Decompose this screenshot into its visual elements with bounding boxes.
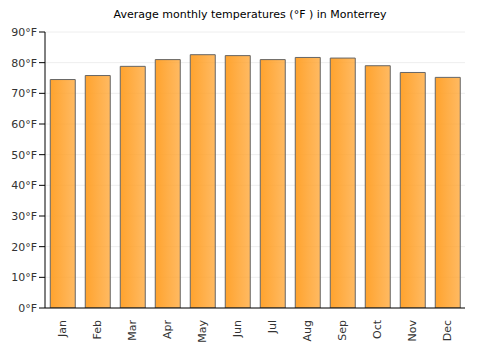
svg-text:Dec: Dec — [441, 320, 454, 341]
svg-text:60°F: 60°F — [11, 118, 37, 131]
svg-text:70°F: 70°F — [11, 87, 37, 100]
svg-text:Jan: Jan — [56, 320, 69, 338]
svg-text:Apr: Apr — [161, 320, 174, 340]
svg-text:Feb: Feb — [91, 320, 104, 339]
svg-text:Mar: Mar — [126, 320, 139, 341]
svg-text:May: May — [196, 320, 209, 343]
svg-text:Jun: Jun — [231, 320, 244, 338]
svg-text:40°F: 40°F — [11, 179, 37, 192]
html-text:Average monthly temperatures (: Average monthly temperatures (°F ) in Mo… — [113, 8, 387, 21]
svg-text:0°F: 0°F — [18, 302, 37, 315]
svg-text:20°F: 20°F — [11, 241, 37, 254]
svg-text:Aug: Aug — [301, 320, 314, 341]
svg-text:30°F: 30°F — [11, 210, 37, 223]
svg-text:Jul: Jul — [266, 320, 279, 334]
svg-text:Nov: Nov — [406, 320, 419, 342]
svg-text:Oct: Oct — [371, 319, 384, 339]
svg-text:50°F: 50°F — [11, 149, 37, 162]
svg-text:80°F: 80°F — [11, 57, 37, 70]
svg-text:90°F: 90°F — [11, 26, 37, 39]
svg-text:Sep: Sep — [336, 320, 349, 341]
svg-text:10°F: 10°F — [11, 271, 37, 284]
